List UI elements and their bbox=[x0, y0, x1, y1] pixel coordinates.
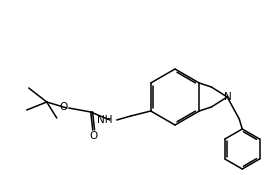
Text: O: O bbox=[59, 102, 68, 112]
Text: N: N bbox=[224, 92, 232, 102]
Text: NH: NH bbox=[97, 115, 113, 125]
Text: O: O bbox=[90, 131, 98, 141]
